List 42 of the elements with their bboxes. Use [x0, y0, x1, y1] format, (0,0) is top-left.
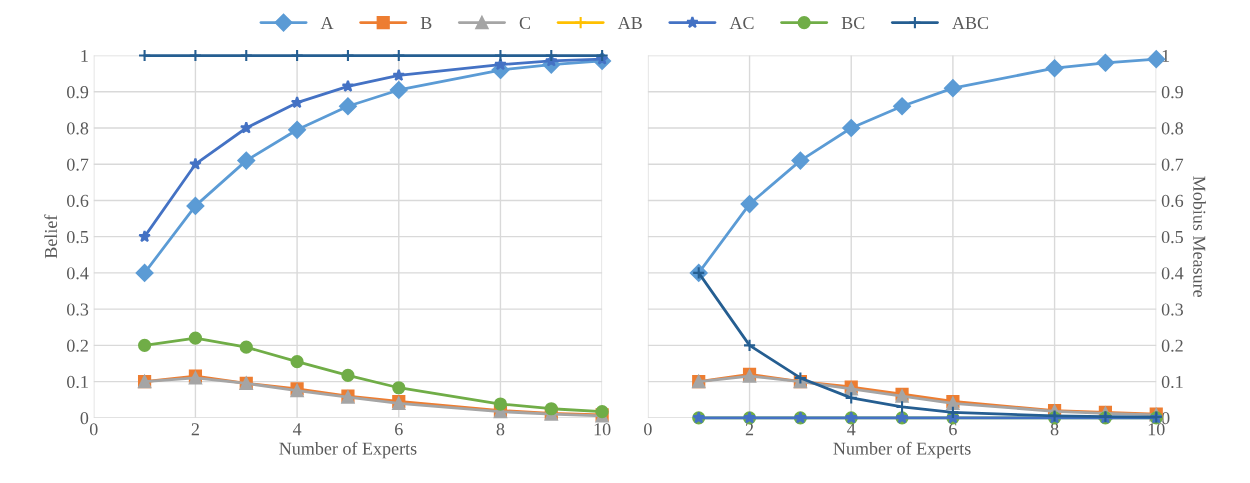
y-tick-label: 0.4 — [67, 267, 89, 280]
y2-tick-label: 0 — [1161, 412, 1170, 425]
legend-label: BC — [841, 16, 865, 30]
legend-label: B — [420, 17, 432, 29]
y-tick-label: 0.9 — [67, 86, 89, 99]
y2-tick-label: 1 — [1162, 49, 1170, 62]
legend-label: AB — [617, 16, 642, 29]
x-axis-title: Number of Experts — [279, 441, 417, 459]
x-tick-label: 0 — [644, 423, 652, 436]
x-tick-label: 6 — [395, 423, 403, 436]
y-tick-label: 0.2 — [67, 339, 88, 352]
y2-tick-label: 0.4 — [1161, 267, 1184, 280]
legend-label: AC — [729, 16, 754, 30]
y2-tick-label: 0.1 — [1161, 375, 1183, 389]
x-tick-label: 2 — [191, 423, 199, 436]
y2-tick-label: 0.9 — [1161, 86, 1183, 99]
y2-tick-label: 0.3 — [1161, 303, 1183, 316]
y2-tick-label: 0.2 — [1161, 339, 1183, 352]
y-tick-label: 0.3 — [67, 303, 89, 316]
x-tick-label: 4 — [847, 423, 856, 436]
legend-label: ABC — [952, 16, 989, 30]
y2-tick-label: 0.7 — [1161, 158, 1184, 171]
legend-label: A — [320, 16, 334, 29]
y2-tick-label: 0.6 — [1161, 194, 1184, 207]
x-tick-label: 4 — [292, 423, 302, 436]
y-axis-title: Belief — [44, 214, 58, 259]
x-tick-label: 0 — [89, 423, 98, 436]
y-tick-label: 0.6 — [67, 194, 89, 207]
x-axis-title: Number of Experts — [833, 441, 971, 459]
y-tick-label: 0.7 — [67, 158, 89, 171]
x-tick-label: 10 — [1148, 423, 1165, 436]
y-tick-label: 0.8 — [67, 122, 89, 135]
x-tick-label: 8 — [496, 423, 505, 436]
y-tick-label: 0.5 — [67, 230, 89, 244]
y2-tick-label: 0.8 — [1161, 122, 1183, 135]
y2-tick-label: 0.5 — [1161, 230, 1183, 244]
y2-axis-title: Mobius Measure — [1193, 176, 1206, 297]
y-tick-label: 0 — [80, 412, 89, 425]
y-tick-label: 1 — [81, 49, 88, 62]
legend-label: C — [519, 16, 530, 30]
y-tick-label: 0.1 — [67, 375, 88, 389]
x-tick-label: 10 — [594, 423, 611, 436]
